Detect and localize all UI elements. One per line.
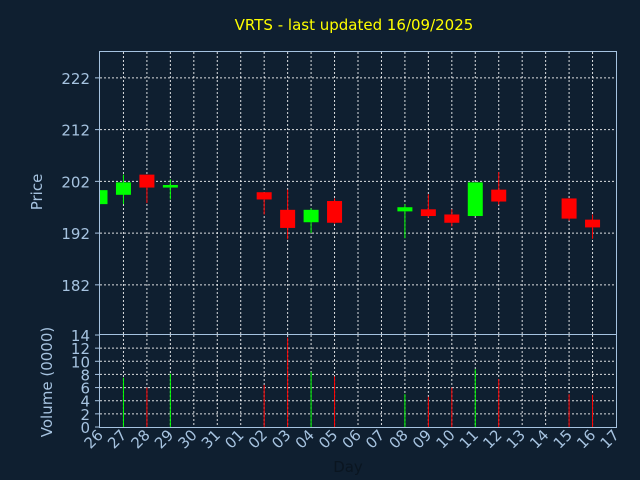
candle-body xyxy=(585,219,601,228)
volume-axis-label: Volume (0000) xyxy=(38,327,56,437)
candle-27 xyxy=(115,174,131,205)
candle-body xyxy=(327,201,343,223)
candle-body xyxy=(162,184,178,188)
candle-body xyxy=(420,209,436,217)
candle-09 xyxy=(420,194,436,218)
volume-bars xyxy=(122,337,594,427)
candle-body xyxy=(303,209,319,223)
candle-08 xyxy=(397,204,413,239)
price-tick-label: 212 xyxy=(61,122,90,140)
volume-tick-label: 14 xyxy=(71,327,90,345)
price-y-ticks: 182 192 202 212 222 xyxy=(61,70,100,295)
candle-11 xyxy=(467,182,483,217)
candle-body xyxy=(467,182,483,217)
candle-15 xyxy=(561,198,577,221)
candle-03 xyxy=(280,189,296,240)
day-x-ticks: 2627282930310102030405060708091011121314… xyxy=(81,426,623,452)
volume-tick-label: 8 xyxy=(80,366,90,384)
candle-body xyxy=(561,198,577,219)
volume-tick-label: 6 xyxy=(80,380,90,398)
candle-16 xyxy=(585,214,601,239)
candle-body xyxy=(115,182,131,195)
price-tick-label: 192 xyxy=(61,225,90,243)
volume-tick-label: 12 xyxy=(71,340,90,358)
price-tick-label: 222 xyxy=(61,70,90,88)
candle-28 xyxy=(139,174,155,204)
candle-05 xyxy=(327,198,343,224)
candle-body xyxy=(444,214,460,223)
candle-10 xyxy=(444,209,460,227)
candle-body xyxy=(139,174,155,188)
day-axis-label: Day xyxy=(333,458,363,476)
price-tick-label: 202 xyxy=(61,173,90,191)
candle-12 xyxy=(491,172,507,205)
volume-grid xyxy=(100,335,616,427)
chart-title: VRTS - last updated 16/09/2025 xyxy=(235,16,474,34)
candle-body xyxy=(256,192,272,200)
candle-body xyxy=(491,189,507,202)
candle-29 xyxy=(162,179,178,200)
volume-tick-label: 2 xyxy=(80,406,90,424)
price-tick-label: 182 xyxy=(61,277,90,295)
price-axis-label: Price xyxy=(28,174,46,211)
volume-tick-label: 0 xyxy=(80,419,90,437)
volume-tick-label: 10 xyxy=(71,353,90,371)
candle-04 xyxy=(303,208,319,234)
candle-26 xyxy=(99,190,108,205)
candlesticks xyxy=(99,172,601,240)
candle-body xyxy=(280,209,296,228)
candle-body xyxy=(100,190,108,205)
candle-02 xyxy=(256,192,272,215)
volume-plot-frame xyxy=(99,334,617,428)
volume-tick-label: 4 xyxy=(80,393,90,411)
candle-body xyxy=(397,207,413,212)
